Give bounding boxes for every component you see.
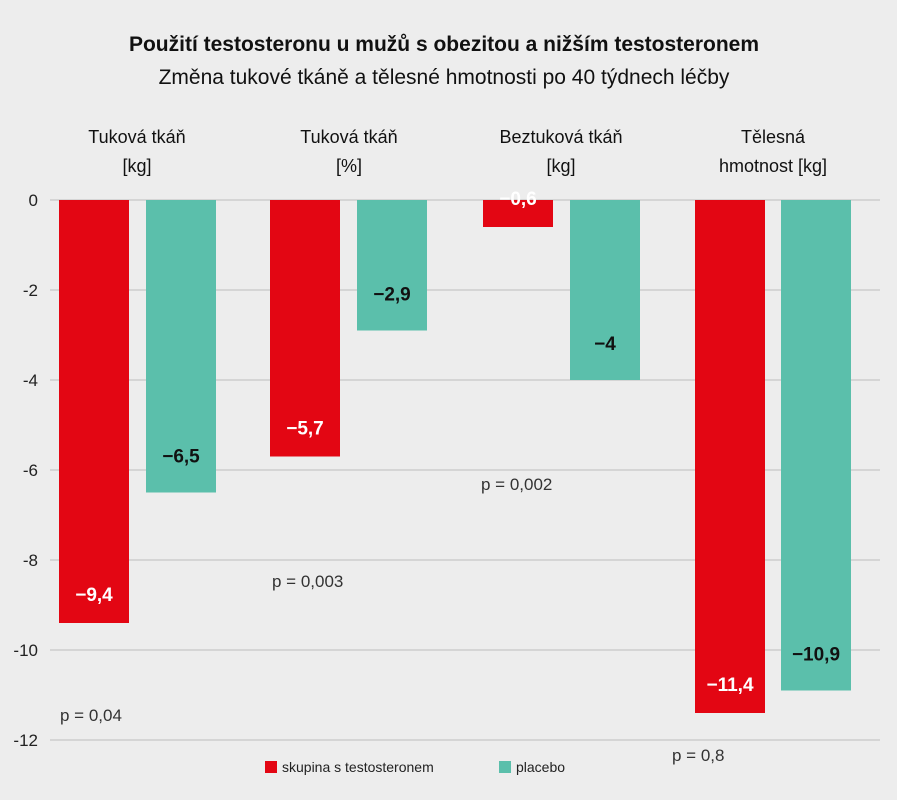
chart-subtitle: Změna tukové tkáně a tělesné hmotnosti p… — [159, 66, 730, 89]
y-tick-label: 0 — [29, 191, 38, 210]
bar-placebo — [570, 200, 640, 380]
category-label: Tělesná — [741, 127, 806, 147]
category-label: [kg] — [122, 156, 151, 176]
data-label: −6,5 — [162, 447, 200, 468]
data-label: −5,7 — [286, 419, 324, 440]
category-label: Tuková tkáň — [300, 127, 397, 147]
y-tick-label: -12 — [13, 731, 38, 750]
data-label: −11,4 — [706, 675, 753, 696]
category-label: [kg] — [546, 156, 575, 176]
category-label: [%] — [336, 156, 362, 176]
p-value: p = 0,8 — [672, 746, 724, 765]
p-value: p = 0,04 — [60, 706, 122, 725]
bar-placebo — [146, 200, 216, 493]
data-label: −10,9 — [792, 645, 840, 666]
data-label: −2,9 — [373, 285, 411, 306]
legend-label: skupina s testosteronem — [282, 759, 434, 775]
data-label: −9,4 — [75, 585, 113, 606]
bar-testosterone — [483, 200, 553, 227]
bar-testosterone — [270, 200, 340, 457]
y-tick-label: -8 — [23, 551, 38, 570]
bar-testosterone — [695, 200, 765, 713]
bar-placebo — [781, 200, 851, 691]
category-label: Tuková tkáň — [88, 127, 185, 147]
bar-placebo — [357, 200, 427, 331]
bar-testosterone — [59, 200, 129, 623]
legend-swatch — [499, 761, 511, 773]
y-tick-label: -10 — [13, 641, 38, 660]
y-tick-label: -4 — [23, 371, 38, 390]
p-value: p = 0,003 — [272, 572, 343, 591]
p-value: p = 0,002 — [481, 475, 552, 494]
y-tick-label: -2 — [23, 281, 38, 300]
category-label: Beztuková tkáň — [499, 127, 622, 147]
data-label: −4 — [594, 334, 616, 355]
legend-label: placebo — [516, 759, 565, 775]
chart-title: Použití testosteronu u mužů s obezitou a… — [129, 33, 759, 56]
category-label: hmotnost [kg] — [719, 156, 827, 176]
legend-swatch — [265, 761, 277, 773]
data-label: −0,6 — [499, 189, 537, 210]
y-tick-label: -6 — [23, 461, 38, 480]
